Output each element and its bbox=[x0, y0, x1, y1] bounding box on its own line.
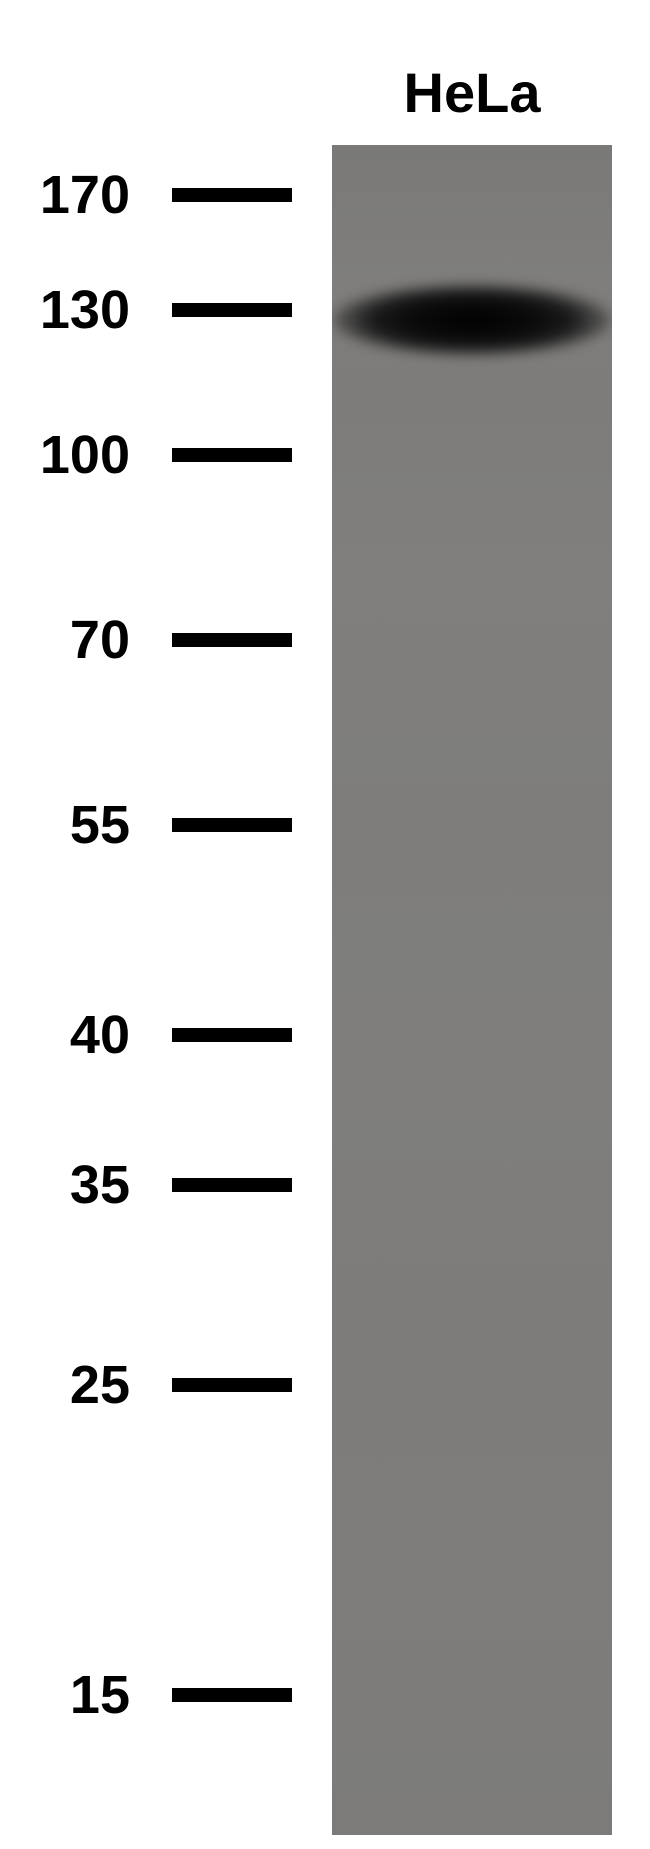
ladder-label: 55 bbox=[0, 794, 130, 856]
ladder-label: 25 bbox=[0, 1354, 130, 1416]
lane-strip bbox=[332, 145, 612, 1835]
ladder-tick bbox=[172, 1688, 292, 1702]
ladder-tick bbox=[172, 1028, 292, 1042]
blot-band bbox=[332, 285, 612, 355]
lane-label: HeLa bbox=[332, 60, 612, 125]
ladder-label: 15 bbox=[0, 1664, 130, 1726]
ladder-tick bbox=[172, 818, 292, 832]
ladder-tick bbox=[172, 1178, 292, 1192]
ladder-label: 70 bbox=[0, 609, 130, 671]
ladder-label: 130 bbox=[0, 279, 130, 341]
ladder-tick bbox=[172, 448, 292, 462]
ladder-tick bbox=[172, 303, 292, 317]
ladder-tick bbox=[172, 633, 292, 647]
ladder-label: 35 bbox=[0, 1154, 130, 1216]
ladder-label: 100 bbox=[0, 424, 130, 486]
ladder-label: 170 bbox=[0, 164, 130, 226]
ladder-label: 40 bbox=[0, 1004, 130, 1066]
blot-figure: 170 130 100 70 55 40 35 25 15 HeLa bbox=[0, 0, 650, 1849]
ladder-tick bbox=[172, 1378, 292, 1392]
ladder-tick bbox=[172, 188, 292, 202]
